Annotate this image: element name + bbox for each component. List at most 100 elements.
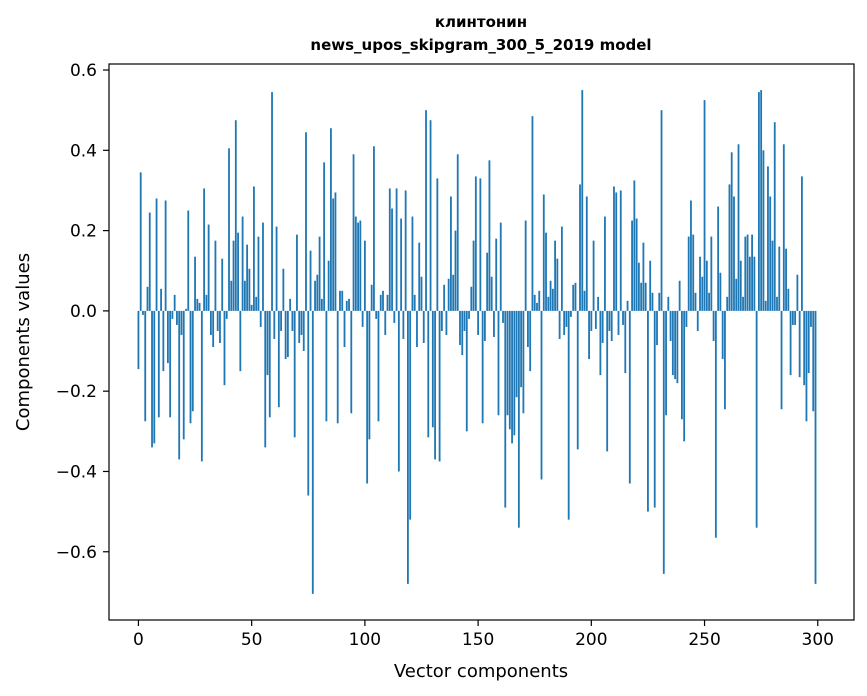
bar	[472, 240, 475, 311]
bar	[671, 310, 674, 376]
bar	[461, 310, 464, 356]
bar	[275, 226, 278, 311]
bar	[801, 176, 803, 311]
bar	[488, 160, 491, 311]
bar	[581, 90, 584, 311]
bar	[343, 310, 346, 348]
bar	[160, 288, 162, 311]
bar	[692, 234, 695, 311]
bar	[721, 310, 724, 360]
bar	[551, 288, 554, 311]
bar	[450, 196, 452, 311]
bar	[153, 310, 156, 444]
bar	[187, 210, 190, 311]
bar	[434, 310, 436, 460]
bar	[465, 310, 468, 432]
bar	[674, 310, 677, 380]
bar	[316, 274, 319, 311]
bar	[164, 200, 167, 311]
bar	[219, 310, 221, 344]
bar	[690, 200, 692, 311]
bar	[402, 310, 405, 339]
bar	[180, 310, 183, 335]
bar	[325, 310, 328, 422]
bar	[778, 246, 781, 311]
bar	[662, 310, 665, 574]
bar	[545, 232, 547, 311]
bar	[769, 196, 772, 311]
bar	[499, 222, 502, 311]
bar	[619, 190, 622, 311]
bar	[422, 310, 425, 344]
bar	[504, 310, 507, 508]
bar	[520, 310, 523, 388]
bar	[703, 100, 706, 311]
bar	[782, 144, 785, 311]
bar	[651, 292, 654, 311]
bar	[570, 310, 572, 317]
bar	[515, 310, 518, 398]
bar	[277, 310, 280, 408]
y-tick-label: −0.4	[56, 462, 97, 482]
bar	[373, 146, 375, 311]
bar	[293, 310, 296, 438]
y-tick-label: 0.6	[70, 61, 97, 81]
bar	[540, 310, 543, 480]
bar	[522, 310, 525, 414]
bar	[757, 92, 760, 311]
bar	[708, 292, 710, 311]
bar	[687, 236, 690, 311]
bar	[660, 110, 663, 311]
bar	[542, 194, 545, 311]
bar	[280, 310, 282, 331]
bar	[253, 186, 255, 311]
bar	[429, 120, 432, 311]
bar	[791, 310, 794, 325]
bar	[169, 310, 172, 418]
bar	[644, 282, 647, 311]
bar	[681, 310, 683, 420]
y-axis-label: Components values	[13, 253, 34, 431]
bar	[146, 286, 149, 311]
bar	[330, 128, 332, 311]
bar	[332, 198, 335, 311]
bar	[241, 216, 244, 311]
bar	[207, 224, 210, 311]
bar	[454, 230, 457, 311]
bar	[594, 310, 597, 329]
bar	[137, 310, 140, 370]
bar	[320, 298, 323, 311]
bar	[527, 310, 529, 348]
bar	[155, 198, 158, 311]
bar	[730, 152, 733, 311]
bar	[572, 284, 575, 311]
bar	[388, 188, 391, 311]
bar	[683, 310, 686, 442]
bar	[524, 220, 527, 311]
bar	[443, 284, 446, 311]
bar	[585, 196, 588, 311]
bar	[225, 310, 228, 319]
bar	[391, 208, 393, 311]
bar	[327, 260, 330, 311]
bar	[807, 310, 810, 374]
bar	[719, 272, 722, 311]
bar	[502, 310, 504, 323]
bar	[185, 308, 187, 311]
bar	[296, 234, 298, 311]
bar	[656, 310, 658, 346]
bar	[142, 310, 144, 315]
bar	[386, 294, 389, 311]
bar	[221, 258, 224, 311]
bar	[583, 290, 586, 311]
bar	[255, 296, 258, 311]
x-tick-label: 200	[575, 630, 607, 650]
bar	[764, 300, 767, 311]
bar	[810, 310, 812, 327]
bar	[334, 192, 337, 311]
y-tick-label: 0.4	[70, 141, 97, 161]
bar	[411, 216, 414, 311]
bar	[789, 310, 792, 376]
bar	[352, 154, 355, 311]
bar	[431, 310, 434, 428]
